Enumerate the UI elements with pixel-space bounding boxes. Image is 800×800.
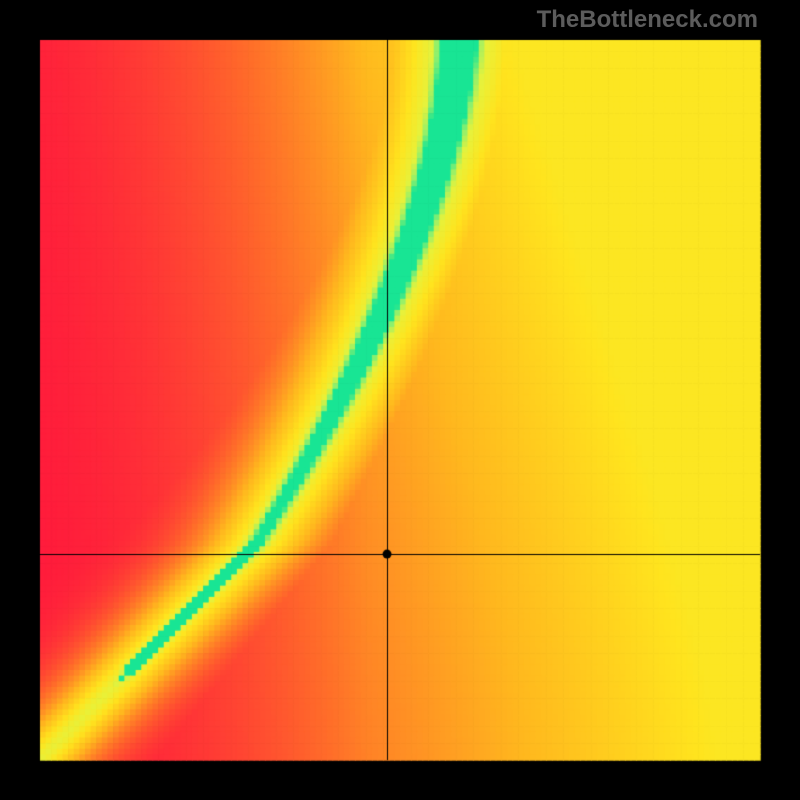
watermark-text: TheBottleneck.com: [537, 6, 758, 34]
chart-container: TheBottleneck.com: [0, 0, 800, 800]
heatmap-canvas: [0, 0, 800, 800]
